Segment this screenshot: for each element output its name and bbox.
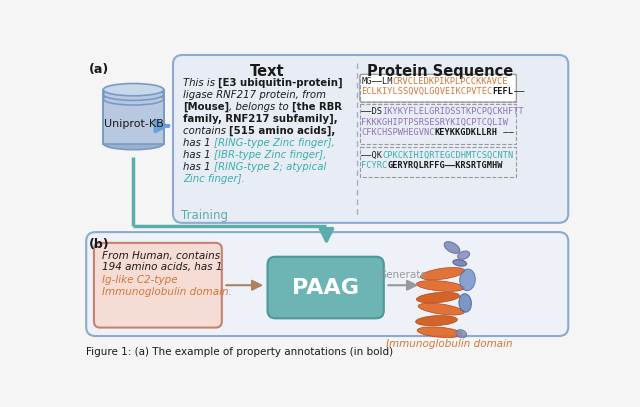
Ellipse shape (103, 88, 164, 101)
Text: PAAG: PAAG (292, 278, 359, 298)
Text: (b): (b) (90, 238, 110, 251)
Text: ligase RNF217 protein, from: ligase RNF217 protein, from (183, 90, 326, 100)
Ellipse shape (415, 315, 458, 326)
Text: ––QK: ––QK (362, 151, 382, 160)
Text: [RING-type Zinc finger],: [RING-type Zinc finger], (214, 138, 335, 148)
Text: This is: This is (183, 78, 218, 88)
Text: FCYRC: FCYRC (362, 161, 388, 170)
Text: ––DS: ––DS (362, 107, 382, 116)
Text: [Mouse]: [Mouse] (183, 102, 229, 112)
Text: Training: Training (180, 209, 228, 222)
Bar (360, 147, 516, 177)
Ellipse shape (417, 292, 460, 303)
Text: Text: Text (250, 64, 285, 79)
Ellipse shape (417, 280, 464, 291)
Ellipse shape (420, 267, 465, 280)
Ellipse shape (453, 260, 467, 266)
Ellipse shape (460, 269, 476, 291)
Text: , belongs to: , belongs to (229, 102, 292, 112)
FancyBboxPatch shape (86, 232, 568, 336)
Ellipse shape (458, 251, 470, 259)
Text: [IBR-type Zinc finger],: [IBR-type Zinc finger], (214, 150, 326, 160)
Ellipse shape (444, 242, 460, 253)
Ellipse shape (418, 303, 464, 315)
Text: GERYRQLRFFG––KRSRTGMHW: GERYRQLRFFG––KRSRTGMHW (388, 161, 503, 170)
Text: has 1: has 1 (183, 162, 214, 172)
Bar (103, 90, 164, 144)
Ellipse shape (103, 138, 164, 150)
FancyBboxPatch shape (173, 55, 568, 223)
Text: FEFL: FEFL (493, 87, 513, 96)
Text: Zinc finger].: Zinc finger]. (183, 173, 245, 184)
Text: Immunoglobulin domain: Immunoglobulin domain (385, 339, 512, 349)
Text: CPKCKIHIQRTEGCDHMTCSQCNTN: CPKCKIHIQRTEGCDHMTCSQCNTN (382, 151, 513, 160)
FancyBboxPatch shape (360, 74, 516, 102)
Text: [RING-type 2; atypical: [RING-type 2; atypical (214, 162, 326, 172)
Text: MG––LM: MG––LM (362, 77, 393, 85)
Text: FKKKGHIPTPSRSESRYKIQCPTCQLIW: FKKKGHIPTPSRSESRYKIQCPTCQLIW (362, 118, 508, 127)
Text: CRVCLEDKPIKPLPCCKKAVCE: CRVCLEDKPIKPLPCCKKAVCE (393, 77, 508, 85)
Ellipse shape (417, 327, 462, 337)
Text: (a): (a) (90, 63, 109, 76)
Text: Generate: Generate (379, 270, 428, 280)
Ellipse shape (456, 330, 467, 338)
Text: KEYKKGDKLLRH: KEYKKGDKLLRH (435, 128, 498, 137)
Text: ––: –– (513, 87, 524, 96)
Text: has 1: has 1 (183, 138, 214, 148)
Text: IKYKYFLELGRIDSSTKPCPQCKHFTT: IKYKYFLELGRIDSSTKPCPQCKHFTT (382, 107, 524, 116)
FancyBboxPatch shape (268, 257, 384, 318)
Text: ECLKIYLSSQVQLGQVEIKCPVTEC: ECLKIYLSSQVQLGQVEIKCPVTEC (362, 87, 493, 96)
Text: ––: –– (498, 128, 513, 137)
Text: Protein Sequence: Protein Sequence (367, 64, 513, 79)
Ellipse shape (103, 93, 164, 105)
Text: [515 amino acids],: [515 amino acids], (229, 126, 335, 136)
Text: [E3 ubiquitin-protein]: [E3 ubiquitin-protein] (218, 78, 343, 88)
Text: Uniprot-KB: Uniprot-KB (104, 119, 163, 129)
Bar (360, 104, 516, 144)
Text: From Human, contains
194 amino acids, has 1: From Human, contains 194 amino acids, ha… (102, 251, 222, 272)
Text: Ig-like C2-type
Immunoglobulin domain.: Ig-like C2-type Immunoglobulin domain. (102, 275, 232, 297)
Text: [the RBR: [the RBR (292, 102, 342, 112)
Ellipse shape (459, 294, 472, 312)
Bar (360, 74, 516, 102)
Text: contains: contains (183, 126, 229, 136)
FancyBboxPatch shape (94, 243, 222, 328)
Text: CFKCHSPWHEGVNC: CFKCHSPWHEGVNC (362, 128, 435, 137)
Text: has 1: has 1 (183, 150, 214, 160)
Text: family, RNF217 subfamily],: family, RNF217 subfamily], (183, 114, 338, 124)
Ellipse shape (103, 83, 164, 96)
Bar (103, 90, 164, 144)
Text: Figure 1: (a) The example of property annotations (in bold): Figure 1: (a) The example of property an… (86, 347, 394, 357)
